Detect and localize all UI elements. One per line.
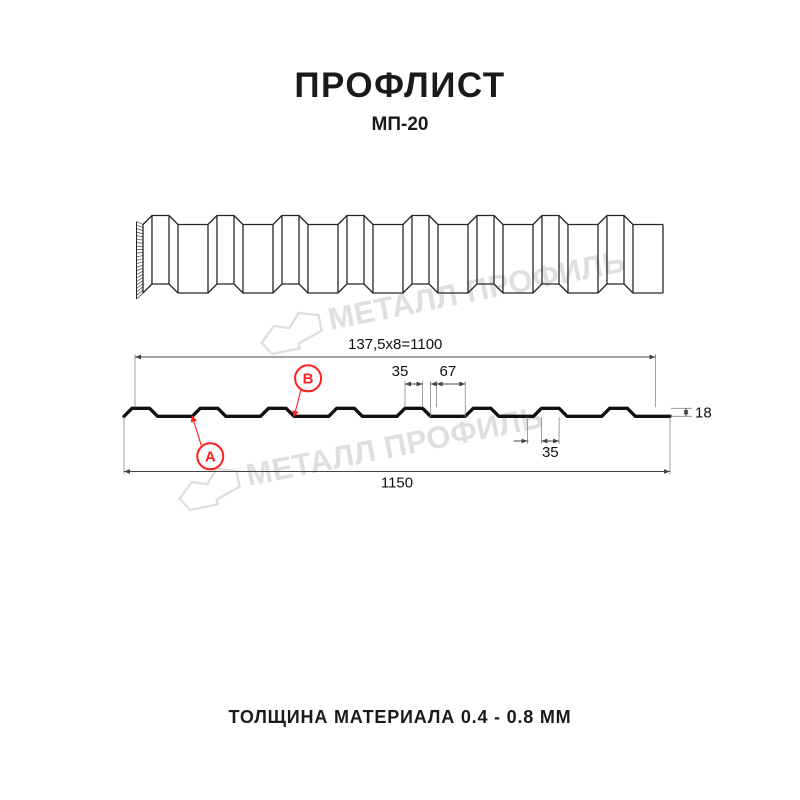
svg-text:137,5x8=1100: 137,5x8=1100 <box>348 336 442 353</box>
svg-text:B: B <box>303 370 314 387</box>
svg-text:A: A <box>205 448 216 465</box>
svg-text:18: 18 <box>695 404 712 421</box>
svg-text:67: 67 <box>440 363 457 380</box>
svg-text:35: 35 <box>392 363 409 380</box>
svg-text:35: 35 <box>542 444 559 461</box>
svg-text:1150: 1150 <box>381 475 413 492</box>
